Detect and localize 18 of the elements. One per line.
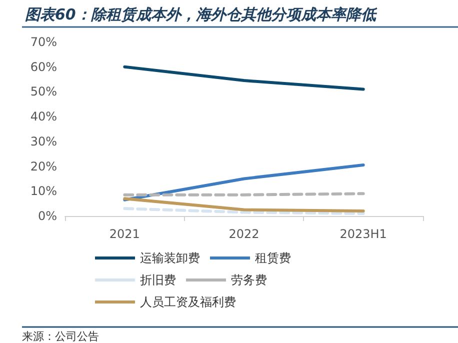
source-note: 来源：公司公告 [22,330,99,343]
y-tick-label: 40% [30,110,57,124]
legend-label: 运输装卸费 [140,251,200,265]
legend-label: 租赁费 [255,251,291,265]
y-tick-label: 0% [38,209,57,223]
chart-title: 图表60：除租赁成本外，海外仓其他分项成本率降低 [25,6,378,24]
legend-label: 劳务费 [231,273,267,287]
y-tick-label: 30% [30,134,57,148]
legend-label: 折旧费 [140,273,176,287]
y-tick-label: 60% [30,60,57,74]
y-tick-label: 70% [30,35,57,49]
x-tick-label: 2022 [228,227,260,241]
y-tick-label: 10% [30,184,57,198]
y-tick-label: 50% [30,84,57,99]
x-tick-label: 2021 [109,227,140,241]
y-tick-label: 20% [30,159,57,174]
legend-label: 人员工资及福利费 [140,295,236,309]
x-tick-label: 2023H1 [340,227,387,241]
